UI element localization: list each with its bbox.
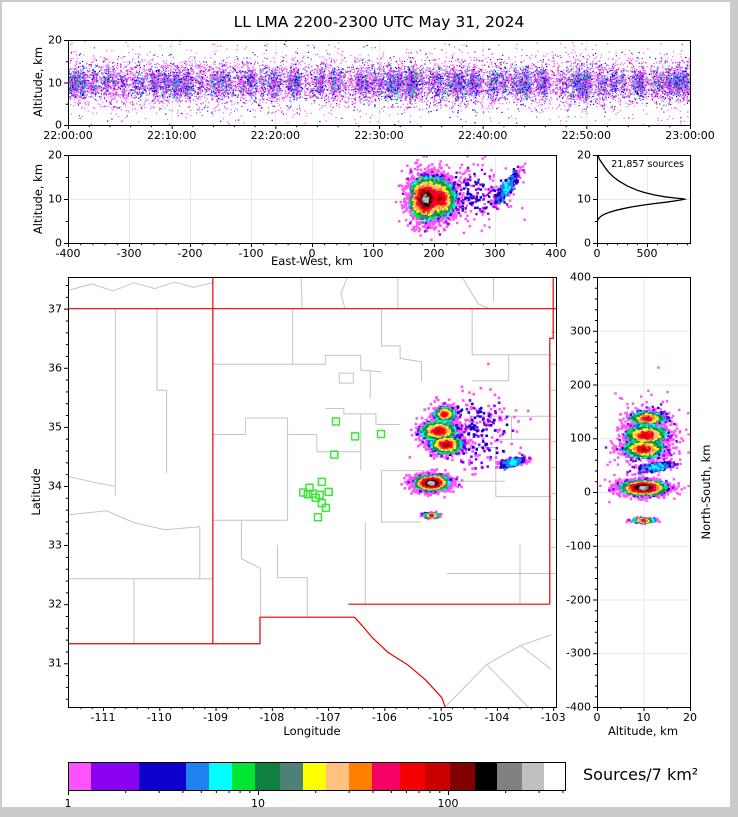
latitude-axis-tick: 31 [48, 656, 62, 670]
map-ylabel: Latitude [29, 468, 43, 516]
north-south-height-panel [597, 277, 690, 707]
altitude-axis-tick: 10 [636, 711, 651, 724]
figure-title: LL LMA 2200-2300 UTC May 31, 2024 [233, 13, 525, 31]
longitude-axis-tick: -105 [428, 711, 454, 724]
longitude-axis-tick: -110 [146, 711, 172, 724]
altitude-axis-tick: 0 [593, 711, 601, 724]
time-axis-tick: 22:00:00 [43, 129, 93, 142]
colorbar-tick: 10 [251, 797, 265, 810]
longitude-axis-tick: -107 [315, 711, 341, 724]
north-south-axis-tick: 400 [570, 270, 591, 284]
time-axis-tick: 22:50:00 [561, 129, 612, 142]
east-west-xlabel: East-West, km [271, 254, 353, 268]
north-south-axis-tick: -400 [566, 700, 591, 714]
longitude-axis-tick: -108 [259, 711, 285, 724]
latitude-axis-tick: 37 [48, 302, 62, 316]
time-height-panel [68, 40, 690, 125]
north-south-axis-tick: 100 [570, 431, 591, 445]
latitude-axis-tick: 33 [48, 538, 62, 552]
east-west-axis-tick: -200 [177, 247, 203, 260]
altitude-axis-tick: 20 [48, 33, 62, 47]
time-axis-tick: 22:30:00 [354, 129, 404, 142]
latitude-axis-tick: 34 [48, 479, 62, 493]
altitude-axis-tick: 0 [55, 236, 62, 250]
histogram-axis-tick: 0 [593, 247, 601, 260]
altitude-axis-tick: 0 [584, 236, 591, 250]
source-count-annotation: 21,857 sources [611, 159, 684, 170]
altitude-axis-tick: 0 [55, 118, 62, 132]
time-height-ylabel: Altitude, km [31, 46, 45, 118]
north-south-axis-tick: 200 [570, 378, 591, 391]
north-south-axis-tick: -200 [566, 593, 591, 606]
east-west-axis-tick: 300 [484, 247, 506, 260]
longitude-axis-tick: -109 [203, 711, 229, 724]
north-south-axis-tick: -100 [566, 539, 591, 553]
map-xlabel: Longitude [283, 724, 341, 738]
north-south-xlabel: Altitude, km [607, 724, 679, 738]
colorbar-panel [68, 762, 565, 790]
latitude-axis-tick: 36 [48, 361, 62, 375]
east-west-height-panel [68, 155, 556, 243]
east-west-axis-tick: -100 [238, 247, 264, 260]
altitude-axis-tick: 10 [48, 192, 62, 206]
colorbar-tick: 1 [64, 797, 72, 810]
north-south-axis-tick: 300 [570, 324, 591, 338]
colorbar-label: Sources/7 km² [583, 765, 699, 784]
longitude-axis-tick: -104 [484, 711, 510, 724]
north-south-axis-tick: -300 [566, 646, 591, 660]
histogram-axis-tick: 500 [636, 247, 658, 260]
plan-view-map-panel [68, 277, 556, 707]
colorbar-tick: 100 [437, 797, 459, 810]
altitude-axis-tick: 20 [48, 148, 62, 162]
time-axis-tick: 22:40:00 [457, 129, 508, 142]
north-south-ylabel: North-South, km [699, 444, 713, 540]
latitude-axis-tick: 35 [48, 420, 62, 434]
altitude-axis-tick: 20 [683, 711, 697, 724]
east-west-axis-tick: 400 [545, 247, 567, 260]
altitude-axis-tick: 10 [48, 76, 62, 89]
east-west-axis-tick: -300 [116, 247, 142, 260]
east-west-ylabel: Altitude, km [31, 163, 45, 235]
latitude-axis-tick: 32 [48, 597, 62, 611]
longitude-axis-tick: -111 [90, 711, 116, 724]
time-axis-tick: 22:10:00 [146, 129, 197, 142]
north-south-axis-tick: 0 [584, 485, 591, 499]
longitude-axis-tick: -103 [540, 711, 566, 724]
longitude-axis-tick: -106 [371, 711, 397, 724]
east-west-axis-tick: 100 [362, 247, 384, 260]
time-axis-tick: 23:00:00 [665, 129, 715, 142]
altitude-axis-tick: 10 [577, 192, 591, 206]
east-west-axis-tick: -400 [55, 247, 81, 260]
time-axis-tick: 22:20:00 [250, 129, 301, 142]
east-west-axis-tick: 200 [423, 247, 445, 260]
altitude-axis-tick: 20 [577, 148, 591, 162]
east-west-axis-tick: 0 [308, 247, 316, 260]
